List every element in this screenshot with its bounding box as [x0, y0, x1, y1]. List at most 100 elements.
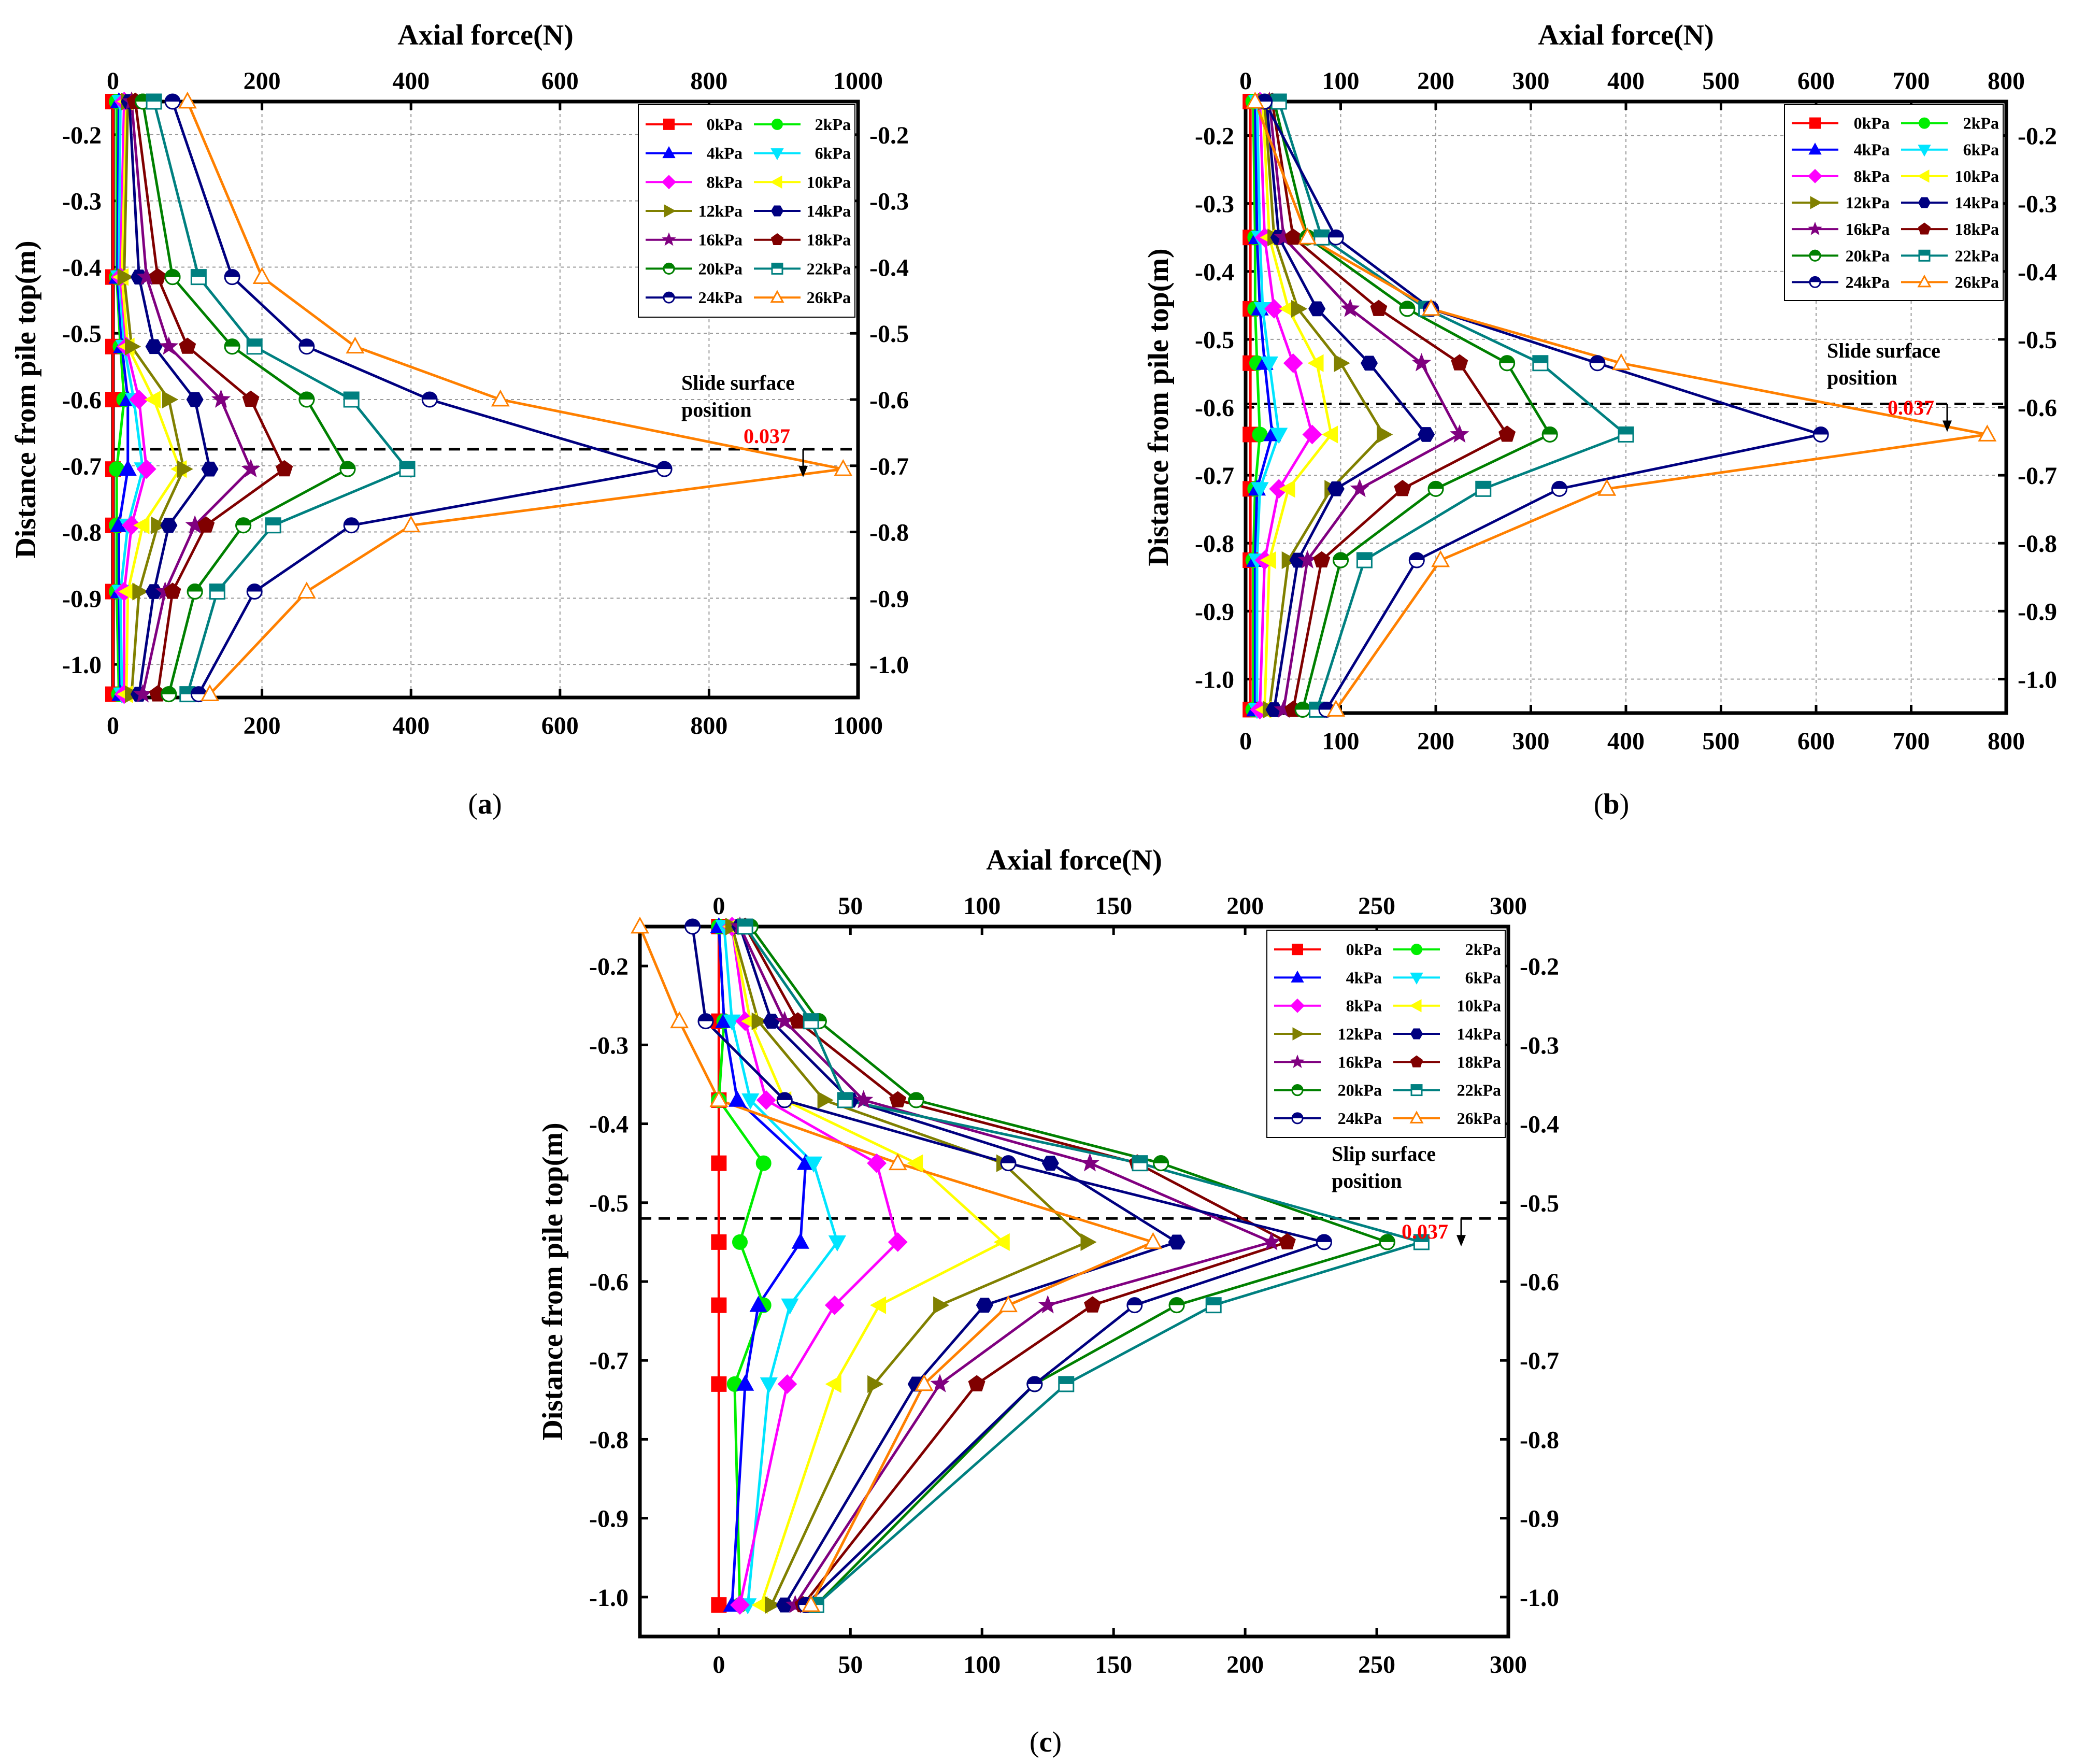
y-tick-label-left: -0.9	[589, 1505, 629, 1533]
series-line-2kPa	[717, 926, 765, 1605]
data-point-14kPa	[160, 518, 178, 533]
legend-a: 0kPa 2kPa 4kPa 6kPa 8kPa 10kPa 12kPa 14kPa 16kPa…	[638, 104, 855, 318]
y-tick-label-right: -0.6	[2018, 394, 2057, 422]
data-point-14kPa	[186, 392, 204, 407]
data-point-24kPa	[421, 391, 438, 408]
data-point-16kPa	[1411, 353, 1432, 372]
data-point-24kPa	[1000, 1155, 1017, 1172]
data-point-14kPa	[1327, 481, 1345, 496]
data-point-10kPa	[1260, 551, 1276, 570]
data-point-24kPa	[1026, 1376, 1043, 1392]
data-point-20kPa	[1294, 701, 1311, 718]
x-tick-label-top: 200	[244, 67, 281, 95]
series-line-18kPa	[744, 926, 1291, 1606]
legend-label-18kPa: 18kPa	[1457, 1052, 1501, 1071]
data-point-20kPa	[1379, 1234, 1395, 1250]
data-point-0kPa	[711, 1155, 727, 1171]
data-point-10kPa	[1307, 354, 1324, 372]
data-point-10kPa	[825, 1375, 841, 1393]
legend-label-20kPa: 20kPa	[1338, 1081, 1382, 1100]
series-line-10kPa	[1261, 101, 1333, 710]
series-line-26kPa	[1254, 101, 1988, 710]
legend-label-6kPa: 6kPa	[1963, 140, 1999, 159]
x-axis-title-a: Axial force(N)	[397, 19, 574, 51]
data-point-24kPa	[164, 93, 181, 110]
data-point-20kPa	[1168, 1297, 1185, 1314]
data-point-16kPa	[854, 1090, 874, 1108]
series-line-22kPa	[152, 101, 410, 695]
annotation-value: 0.037	[1888, 396, 1934, 419]
data-point-24kPa	[1327, 229, 1344, 246]
legend-marker-22kPa	[1410, 1084, 1423, 1097]
data-point-26kPa	[834, 459, 853, 476]
axes-a: 0 0 200 200 400 400 600 600 800 800 1000 1000 -0.2 -0…	[62, 67, 909, 739]
y-axis-title-a: Distance from pile top(m)	[10, 240, 42, 558]
x-tick-label-bottom: 400	[1607, 728, 1645, 755]
data-point-26kPa	[1298, 227, 1317, 245]
data-point-26kPa	[1326, 700, 1346, 717]
y-tick-label-right: -0.9	[1520, 1505, 1559, 1533]
series-line-6kPa	[723, 926, 839, 1605]
data-point-12kPa	[1291, 300, 1308, 318]
legend-b: 0kPa 2kPa 4kPa 6kPa 8kPa 10kPa 12kPa 14kPa 16kPa…	[1784, 104, 2004, 301]
data-point-24kPa	[246, 584, 263, 600]
y-tick-label-left: -0.8	[62, 519, 102, 547]
data-point-24kPa	[190, 686, 207, 703]
data-point-24kPa	[1408, 552, 1425, 568]
series-line-22kPa	[1277, 101, 1629, 710]
legend-marker-20kPa	[1291, 1084, 1304, 1097]
data-point-26kPa	[709, 1090, 729, 1107]
legend-label-0kPa: 0kPa	[1854, 114, 1890, 133]
data-point-0kPa	[711, 1376, 727, 1392]
x-tick-label-top: 400	[392, 67, 430, 95]
x-tick-label-bottom: 300	[1490, 1651, 1527, 1678]
x-tick-label-bottom: 0	[1239, 728, 1252, 755]
y-tick-label-right: -0.6	[869, 387, 909, 414]
data-point-18kPa	[1370, 300, 1388, 316]
data-point-24kPa	[224, 269, 240, 286]
x-tick-label-top: 150	[1095, 892, 1132, 920]
legend-marker-10kPa	[1409, 999, 1422, 1013]
legend-label-10kPa: 10kPa	[807, 173, 851, 191]
series-line-24kPa	[691, 926, 1329, 1606]
series-line-22kPa	[744, 926, 1426, 1606]
data-point-26kPa	[297, 581, 316, 599]
data-point-12kPa	[933, 1296, 950, 1314]
x-tick-label-bottom: 600	[1797, 728, 1835, 755]
data-point-12kPa	[125, 337, 141, 355]
data-point-14kPa	[776, 1597, 793, 1613]
annotation-b: Slide surface position 0.037	[1827, 339, 1952, 432]
y-tick-label-right: -0.7	[869, 453, 909, 480]
series-line-12kPa	[123, 101, 185, 694]
axes-c: 0 0 50 50 100 100 150 150 200 200 250 250 300 300 -0.2…	[589, 892, 1559, 1678]
data-point-4kPa	[736, 1374, 754, 1391]
series-line-16kPa	[130, 101, 252, 695]
series-line-8kPa	[119, 101, 148, 694]
legend-label-12kPa: 12kPa	[1338, 1025, 1382, 1043]
legend-marker-12kPa	[664, 204, 676, 218]
data-point-20kPa	[1541, 426, 1558, 443]
data-point-22kPa	[1475, 480, 1492, 497]
y-tick-label-left: -0.3	[62, 188, 102, 216]
data-point-26kPa	[1978, 424, 1997, 442]
y-tick-label-right: -0.6	[1520, 1269, 1559, 1296]
data-point-8kPa	[824, 1295, 845, 1315]
data-point-0kPa	[711, 1234, 727, 1250]
annotation-text: position	[681, 398, 752, 421]
data-point-22kPa	[737, 918, 753, 935]
data-point-18kPa	[889, 1091, 907, 1107]
data-point-16kPa	[241, 459, 261, 478]
x-tick-label-top: 800	[1988, 67, 2025, 95]
data-point-20kPa	[908, 1092, 924, 1108]
data-point-24kPa	[1316, 1234, 1332, 1250]
x-tick-label-top: 250	[1358, 892, 1395, 920]
data-point-22kPa	[190, 269, 207, 286]
data-point-20kPa	[1333, 552, 1349, 568]
y-tick-label-right: -0.5	[1520, 1190, 1559, 1217]
data-point-10kPa	[907, 1154, 923, 1172]
y-tick-label-right: -1.0	[1520, 1584, 1559, 1612]
data-point-18kPa	[164, 582, 181, 599]
annotation-text: position	[1332, 1169, 1402, 1192]
data-point-22kPa	[1205, 1297, 1222, 1314]
legend-label-24kPa: 24kPa	[1846, 273, 1890, 291]
